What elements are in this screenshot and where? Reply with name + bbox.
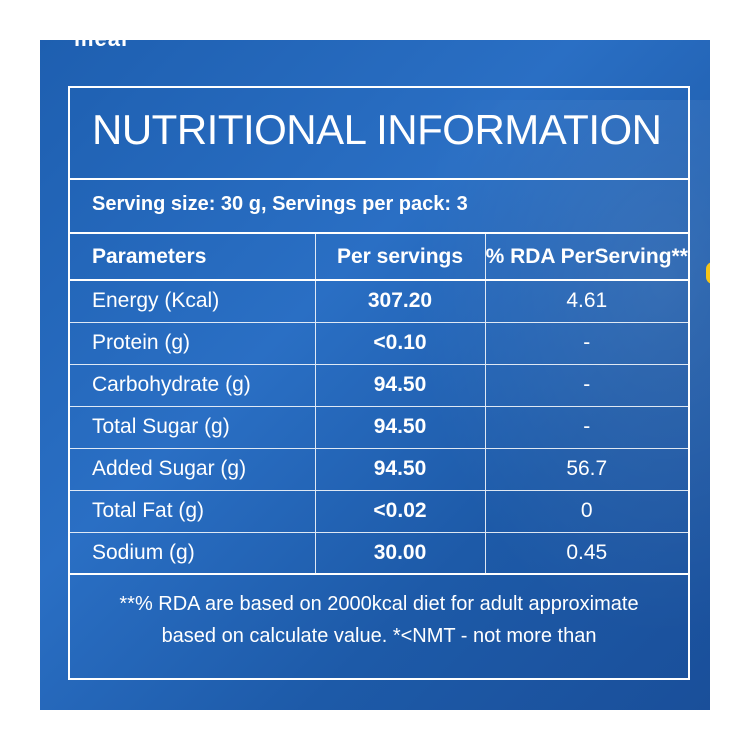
parameter-cell: Added Sugar (g) (70, 448, 315, 491)
table-row: Carbohydrate (g) 94.50 - (70, 364, 688, 407)
rda-cell: 0.45 (484, 532, 688, 575)
footnote: **% RDA are based on 2000kcal diet for a… (70, 588, 688, 652)
column-header-per-servings: Per servings (314, 234, 485, 281)
title-row: NUTRITIONAL INFORMATION (70, 88, 688, 180)
per-serving-cell: 94.50 (314, 364, 485, 407)
rda-cell: - (484, 364, 688, 407)
per-serving-cell: 94.50 (314, 406, 485, 449)
rda-cell: 4.61 (484, 280, 688, 323)
table-row: Sodium (g) 30.00 0.45 (70, 532, 688, 575)
footnote-line-2: based on calculate value. *<NMT - not mo… (161, 625, 597, 647)
table-row: Total Sugar (g) 94.50 - (70, 406, 688, 449)
column-header-rda: % RDA PerServing** (484, 234, 688, 281)
column-header-parameters: Parameters (70, 234, 315, 281)
footnote-line-1: **% RDA are based on 2000kcal diet for a… (119, 593, 639, 615)
per-serving-cell: 94.50 (314, 448, 485, 491)
parameter-cell: Total Sugar (g) (70, 406, 315, 449)
per-serving-cell: <0.10 (314, 322, 485, 365)
nutrition-label-box: NUTRITIONAL INFORMATION Serving size: 30… (68, 86, 690, 680)
rda-cell: - (484, 406, 688, 449)
table-row: Total Fat (g) <0.02 0 (70, 490, 688, 533)
parameter-cell: Energy (Kcal) (70, 280, 315, 323)
parameter-cell: Carbohydrate (g) (70, 364, 315, 407)
table-row: Added Sugar (g) 94.50 56.7 (70, 448, 688, 491)
rda-cell: 0 (484, 490, 688, 533)
table-header-row: Parameters Per servings % RDA PerServing… (70, 234, 688, 281)
parameter-cell: Sodium (g) (70, 532, 315, 575)
table-row: Protein (g) <0.10 - (70, 322, 688, 365)
parameter-cell: Protein (g) (70, 322, 315, 365)
label-title: NUTRITIONAL INFORMATION (92, 106, 662, 153)
rda-cell: - (484, 322, 688, 365)
nutrition-panel: meal NUTRITIONAL INFORMATION Serving siz… (40, 40, 710, 710)
per-serving-cell: <0.02 (314, 490, 485, 533)
table-row: Energy (Kcal) 307.20 4.61 (70, 280, 688, 323)
parameter-cell: Total Fat (g) (70, 490, 315, 533)
per-serving-cell: 30.00 (314, 532, 485, 575)
serving-info: Serving size: 30 g, Servings per pack: 3 (92, 193, 468, 215)
header-cut-text: meal (74, 40, 128, 52)
per-serving-cell: 307.20 (314, 280, 485, 323)
rda-cell: 56.7 (484, 448, 688, 491)
yellow-accent-shape (706, 262, 710, 284)
serving-row: Serving size: 30 g, Servings per pack: 3 (70, 180, 688, 234)
nutrition-table: Parameters Per servings % RDA PerServing… (70, 234, 688, 575)
